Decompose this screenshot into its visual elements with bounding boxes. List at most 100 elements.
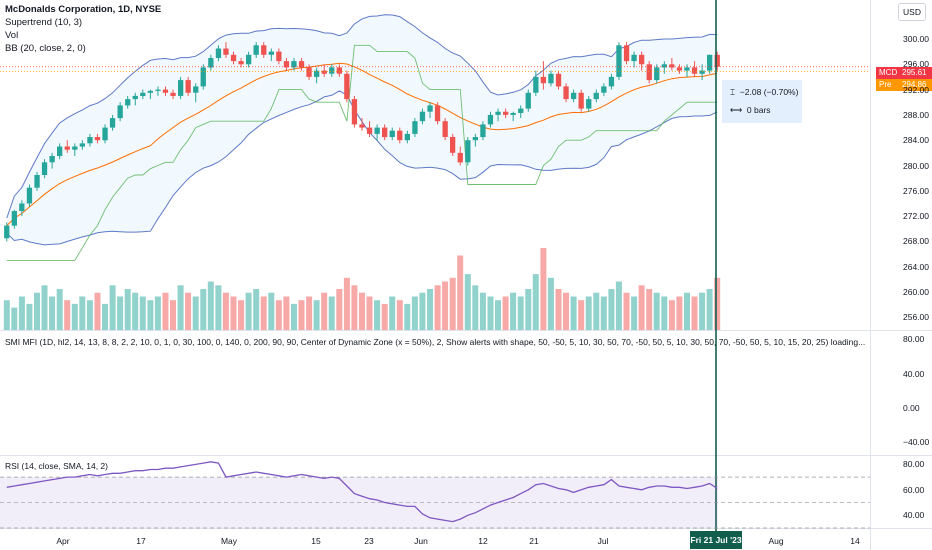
- candle-body[interactable]: [465, 140, 471, 163]
- candle-body[interactable]: [291, 61, 297, 68]
- candle-body[interactable]: [525, 92, 531, 109]
- candle-body[interactable]: [563, 86, 569, 100]
- candle-body[interactable]: [374, 127, 380, 134]
- candle-body[interactable]: [412, 121, 418, 134]
- candle-body[interactable]: [344, 73, 350, 100]
- candle-body[interactable]: [49, 156, 55, 163]
- candle-body[interactable]: [200, 67, 206, 87]
- candle-body[interactable]: [57, 146, 63, 157]
- smi-indicator-label[interactable]: SMI MFI (1D, hl2, 14, 13, 8, 8, 2, 2, 10…: [5, 337, 866, 347]
- candle-body[interactable]: [389, 130, 395, 137]
- candle-body[interactable]: [578, 92, 584, 109]
- candle-body[interactable]: [555, 73, 562, 87]
- candle-body[interactable]: [19, 203, 25, 212]
- candle-body[interactable]: [314, 70, 320, 77]
- candle-body[interactable]: [366, 127, 373, 134]
- candle-body[interactable]: [450, 137, 456, 153]
- candle-body[interactable]: [684, 67, 690, 71]
- candle-body[interactable]: [691, 67, 698, 74]
- candle-body[interactable]: [487, 114, 494, 125]
- candle-body[interactable]: [34, 175, 40, 188]
- candle-body[interactable]: [64, 146, 70, 150]
- candle-body[interactable]: [382, 127, 388, 138]
- candle-body[interactable]: [586, 99, 592, 109]
- candle-body[interactable]: [676, 67, 683, 71]
- candle-body[interactable]: [321, 70, 327, 74]
- candle-body[interactable]: [631, 54, 637, 62]
- candle-body[interactable]: [276, 51, 282, 62]
- candle-body[interactable]: [351, 99, 358, 125]
- candle-body[interactable]: [397, 130, 403, 141]
- candle-body[interactable]: [268, 51, 274, 55]
- candle-body[interactable]: [4, 225, 10, 239]
- candle-body[interactable]: [125, 99, 131, 106]
- candle-body[interactable]: [223, 48, 229, 55]
- candle-body[interactable]: [329, 67, 335, 74]
- candle-body[interactable]: [533, 76, 539, 93]
- candle-body[interactable]: [132, 95, 138, 100]
- candle-body[interactable]: [593, 92, 599, 100]
- candle-body[interactable]: [117, 105, 123, 119]
- candle-body[interactable]: [714, 54, 720, 67]
- candle-body[interactable]: [109, 118, 116, 128]
- candle-body[interactable]: [457, 152, 463, 163]
- candle-body[interactable]: [699, 70, 705, 74]
- candle-body[interactable]: [571, 92, 577, 100]
- candle-body[interactable]: [41, 162, 48, 175]
- candle-body[interactable]: [26, 187, 33, 204]
- candle-body[interactable]: [215, 48, 222, 59]
- candle-body[interactable]: [419, 111, 426, 122]
- candle-body[interactable]: [518, 108, 524, 113]
- candle-body[interactable]: [639, 54, 645, 65]
- legend-supertrend[interactable]: Supertrend (10, 3): [5, 17, 83, 28]
- candle-body[interactable]: [540, 76, 546, 84]
- candle-body[interactable]: [404, 133, 410, 141]
- candle-body[interactable]: [472, 137, 478, 141]
- candle-body[interactable]: [480, 124, 486, 138]
- candle-body[interactable]: [238, 61, 244, 65]
- legend-bollinger[interactable]: BB (20, close, 2, 0): [5, 43, 86, 54]
- candle-body[interactable]: [669, 64, 675, 68]
- candle-body[interactable]: [162, 89, 169, 93]
- candle-body[interactable]: [102, 127, 108, 141]
- candle-body[interactable]: [261, 45, 267, 55]
- candle-body[interactable]: [230, 54, 237, 62]
- candle-body[interactable]: [427, 105, 433, 112]
- candle-body[interactable]: [178, 80, 184, 96]
- candle-body[interactable]: [510, 113, 516, 115]
- candle-body[interactable]: [246, 54, 252, 65]
- candle-body[interactable]: [185, 80, 191, 93]
- candle-body[interactable]: [646, 64, 652, 81]
- candle-body[interactable]: [79, 143, 85, 147]
- rsi-indicator-label[interactable]: RSI (14, close, SMA, 14, 2): [5, 461, 108, 471]
- candle-body[interactable]: [601, 86, 607, 93]
- candle-body[interactable]: [336, 67, 342, 74]
- candle-body[interactable]: [503, 111, 509, 115]
- candle-body[interactable]: [155, 89, 161, 91]
- candle-body[interactable]: [661, 64, 667, 68]
- candle-body[interactable]: [253, 45, 259, 55]
- candle-body[interactable]: [548, 73, 554, 84]
- candle-body[interactable]: [654, 67, 660, 81]
- legend-volume[interactable]: Vol: [5, 30, 19, 41]
- candle-body[interactable]: [495, 111, 501, 115]
- currency-button[interactable]: USD: [898, 3, 926, 21]
- candle-body[interactable]: [193, 86, 199, 93]
- candle-body[interactable]: [283, 61, 290, 68]
- candle-body[interactable]: [208, 58, 214, 68]
- candle-body[interactable]: [616, 45, 622, 77]
- candle-body[interactable]: [170, 92, 176, 96]
- candle-body[interactable]: [87, 137, 93, 144]
- candle-body[interactable]: [707, 54, 713, 71]
- candle-body[interactable]: [442, 121, 448, 137]
- candle-body[interactable]: [147, 90, 153, 93]
- candle-body[interactable]: [359, 124, 365, 128]
- candle-body[interactable]: [608, 76, 615, 87]
- candle-body[interactable]: [623, 45, 630, 62]
- candle-body[interactable]: [306, 67, 312, 77]
- candle-body[interactable]: [140, 92, 146, 96]
- candle-body[interactable]: [298, 61, 305, 68]
- candle-body[interactable]: [94, 137, 101, 141]
- candle-body[interactable]: [11, 211, 17, 226]
